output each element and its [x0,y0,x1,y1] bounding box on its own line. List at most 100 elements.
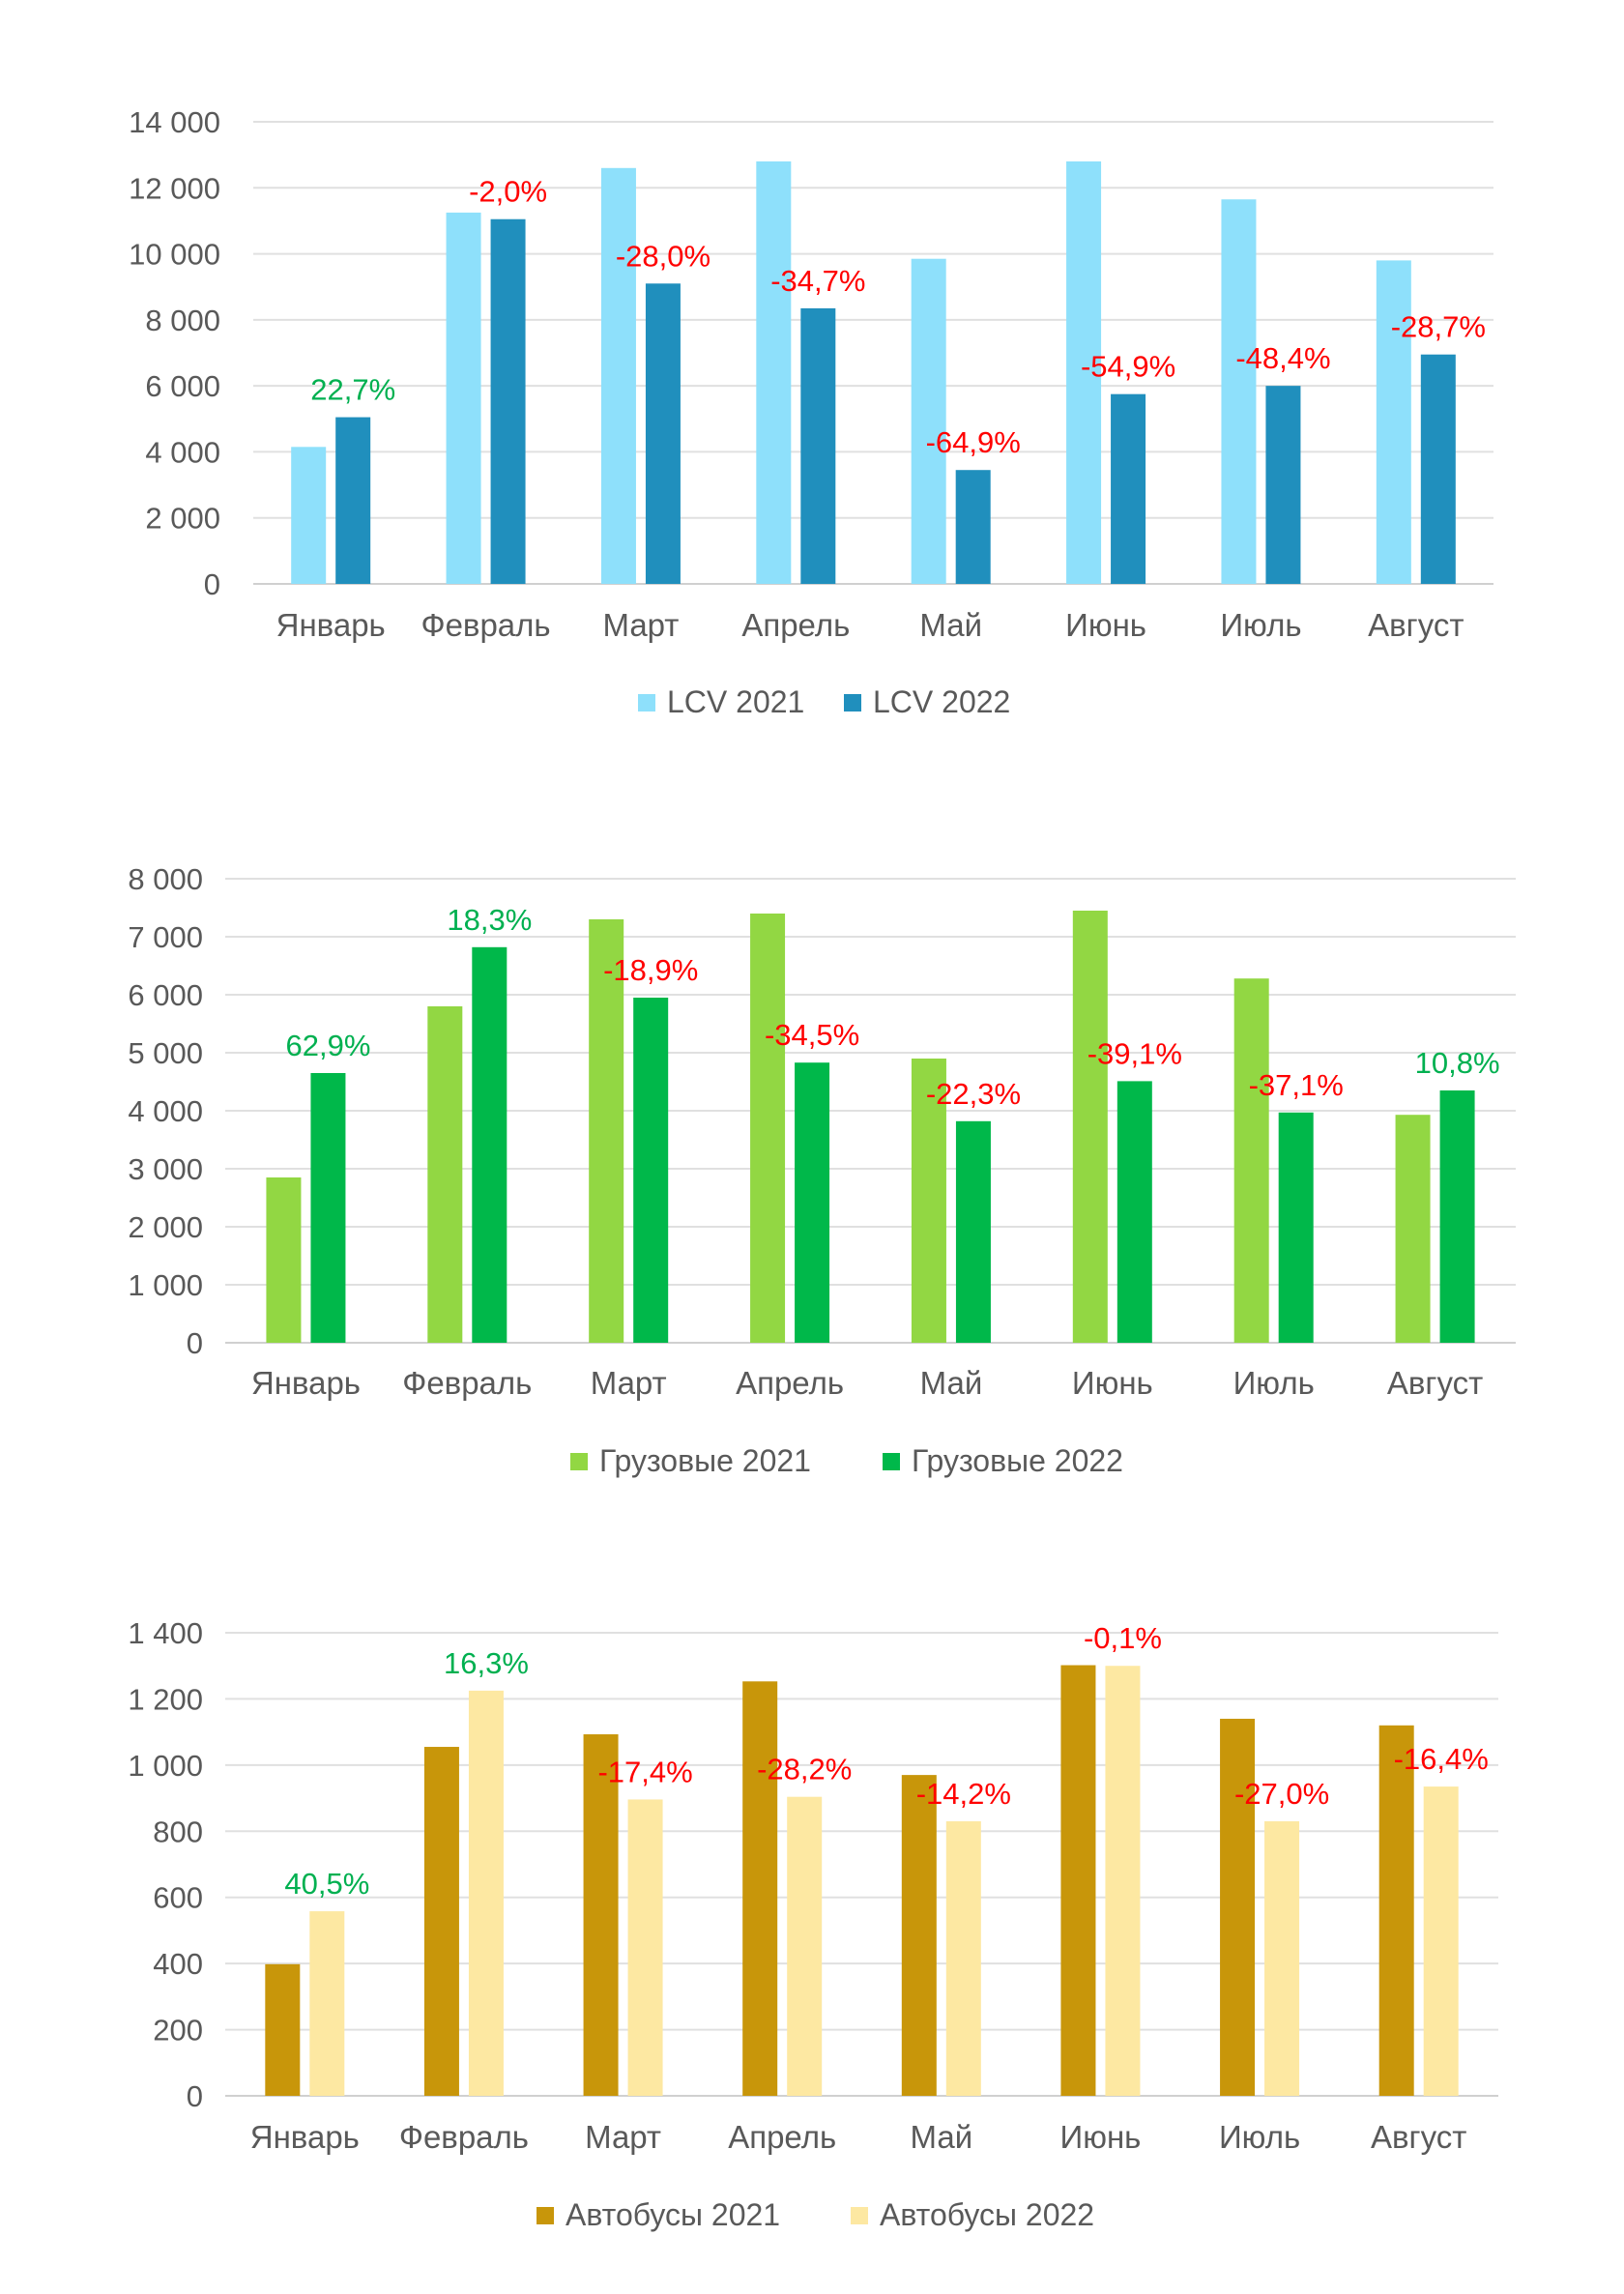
data-label: -64,9% [926,425,1021,459]
bar-2022 [309,1911,345,2096]
bar-2022 [1439,1090,1475,1343]
bar-2022 [1278,1112,1314,1343]
x-tick-label: Март [585,2119,661,2155]
y-tick-label: 1 000 [128,1749,203,1783]
legend: Грузовые 2021 Грузовые 2022 [570,1443,1123,1478]
bar-2021 [1060,1665,1096,2096]
bar-2021 [911,258,946,584]
bar-2021 [265,1963,301,2096]
legend-swatch [638,694,655,711]
y-tick-label: 600 [153,1881,203,1915]
bar-2022 [945,1821,981,2096]
bar-2022 [795,1062,830,1343]
bar-2021 [1378,1725,1414,2096]
data-label: -17,4% [597,1755,692,1788]
x-tick-label: Март [602,607,679,643]
data-label: 16,3% [444,1646,529,1680]
bar-2022 [1423,1786,1459,2096]
bar-2022 [633,998,669,1343]
bar-2021 [600,167,636,585]
data-label: 10,8% [1415,1046,1500,1080]
data-label: 18,3% [447,903,532,937]
y-tick-label: 800 [153,1815,203,1848]
bar-2021 [589,919,624,1343]
legend-label: Автобусы 2021 [566,2197,780,2232]
x-tick-label: Август [1368,607,1464,643]
x-tick-label: Март [591,1365,667,1401]
bar-2021 [423,1747,459,2096]
bar-2021 [1072,911,1108,1343]
data-label: -48,4% [1235,341,1330,375]
y-tick-label: 2 000 [145,502,220,536]
y-tick-label: 1 000 [128,1268,203,1302]
y-tick-label: 0 [187,1326,203,1360]
x-tick-label: Июль [1233,1365,1315,1401]
y-tick-label: 1 200 [128,1682,203,1716]
data-label: -28,2% [757,1753,852,1786]
y-tick-label: 8 000 [128,862,203,896]
x-tick-label: Июль [1219,2119,1300,2155]
bar-2022 [310,1073,346,1343]
y-tick-label: 6 000 [128,978,203,1012]
x-tick-label: Май [920,1365,983,1401]
bar-2021 [901,1775,937,2096]
data-label: -18,9% [603,953,698,987]
data-label: -2,0% [469,175,547,209]
y-tick-label: 12 000 [129,171,220,205]
x-tick-label: Апрель [741,607,850,643]
y-tick-label: 2 000 [128,1210,203,1244]
legend: Автобусы 2021 Автобусы 2022 [536,2197,1094,2232]
y-tick-label: 3 000 [128,1152,203,1186]
bar-2021 [427,1006,463,1343]
bar-2022 [1420,354,1456,584]
y-tick-label: 0 [187,2079,203,2113]
bar-2022 [1111,393,1146,584]
data-label: -37,1% [1249,1068,1344,1102]
bar-2022 [1265,386,1301,584]
legend-label: Автобусы 2022 [880,2197,1094,2232]
bar-2021 [750,914,786,1343]
data-label: -14,2% [916,1777,1011,1811]
data-label: -39,1% [1088,1036,1182,1070]
x-tick-label: Май [910,2119,972,2155]
data-label: -16,4% [1394,1742,1489,1776]
chart-2: 0 1 000 2 000 3 000 4 000 5 000 6 000 7 000 8 00… [128,862,1516,1478]
bar-2022 [955,1120,991,1343]
legend-swatch [536,2207,554,2224]
y-tick-label: 4 000 [128,1094,203,1128]
legend-swatch [851,2207,868,2224]
data-label: 62,9% [285,1029,370,1062]
legend: LCV 2021 LCV 2022 [638,684,1010,719]
bar-2022 [335,417,371,584]
y-tick-label: 200 [153,2014,203,2047]
bar-2022 [1264,1821,1300,2096]
data-label: -28,7% [1391,310,1486,344]
x-tick-label: Январь [251,1365,361,1401]
x-tick-label: Июнь [1059,2119,1141,2155]
bar-2021 [583,1734,619,2096]
x-tick-label: Июнь [1072,1365,1153,1401]
chart-3: 0 200 400 600 800 1 000 1 200 1 400 40,5% Январь 1… [128,1616,1498,2232]
y-tick-label: 5 000 [128,1036,203,1070]
data-label: -28,0% [616,239,710,273]
bar-2022 [1116,1081,1152,1343]
data-label: -34,7% [770,264,865,298]
bar-2021 [742,1681,778,2096]
x-tick-label: Февраль [399,2119,529,2155]
bar-2022 [1105,1666,1141,2096]
x-tick-label: Май [919,607,982,643]
x-tick-label: Февраль [420,607,550,643]
bar-2022 [468,1690,504,2096]
bar-2021 [1233,978,1269,1343]
data-label: -54,9% [1081,350,1175,384]
y-tick-label: 10 000 [129,238,220,272]
data-label: 40,5% [284,1867,369,1901]
x-tick-label: Январь [276,607,386,643]
legend-swatch [844,694,861,711]
bar-2022 [955,470,991,584]
legend-label: LCV 2021 [667,684,804,719]
y-tick-label: 8 000 [145,304,220,337]
bar-2022 [800,307,836,584]
